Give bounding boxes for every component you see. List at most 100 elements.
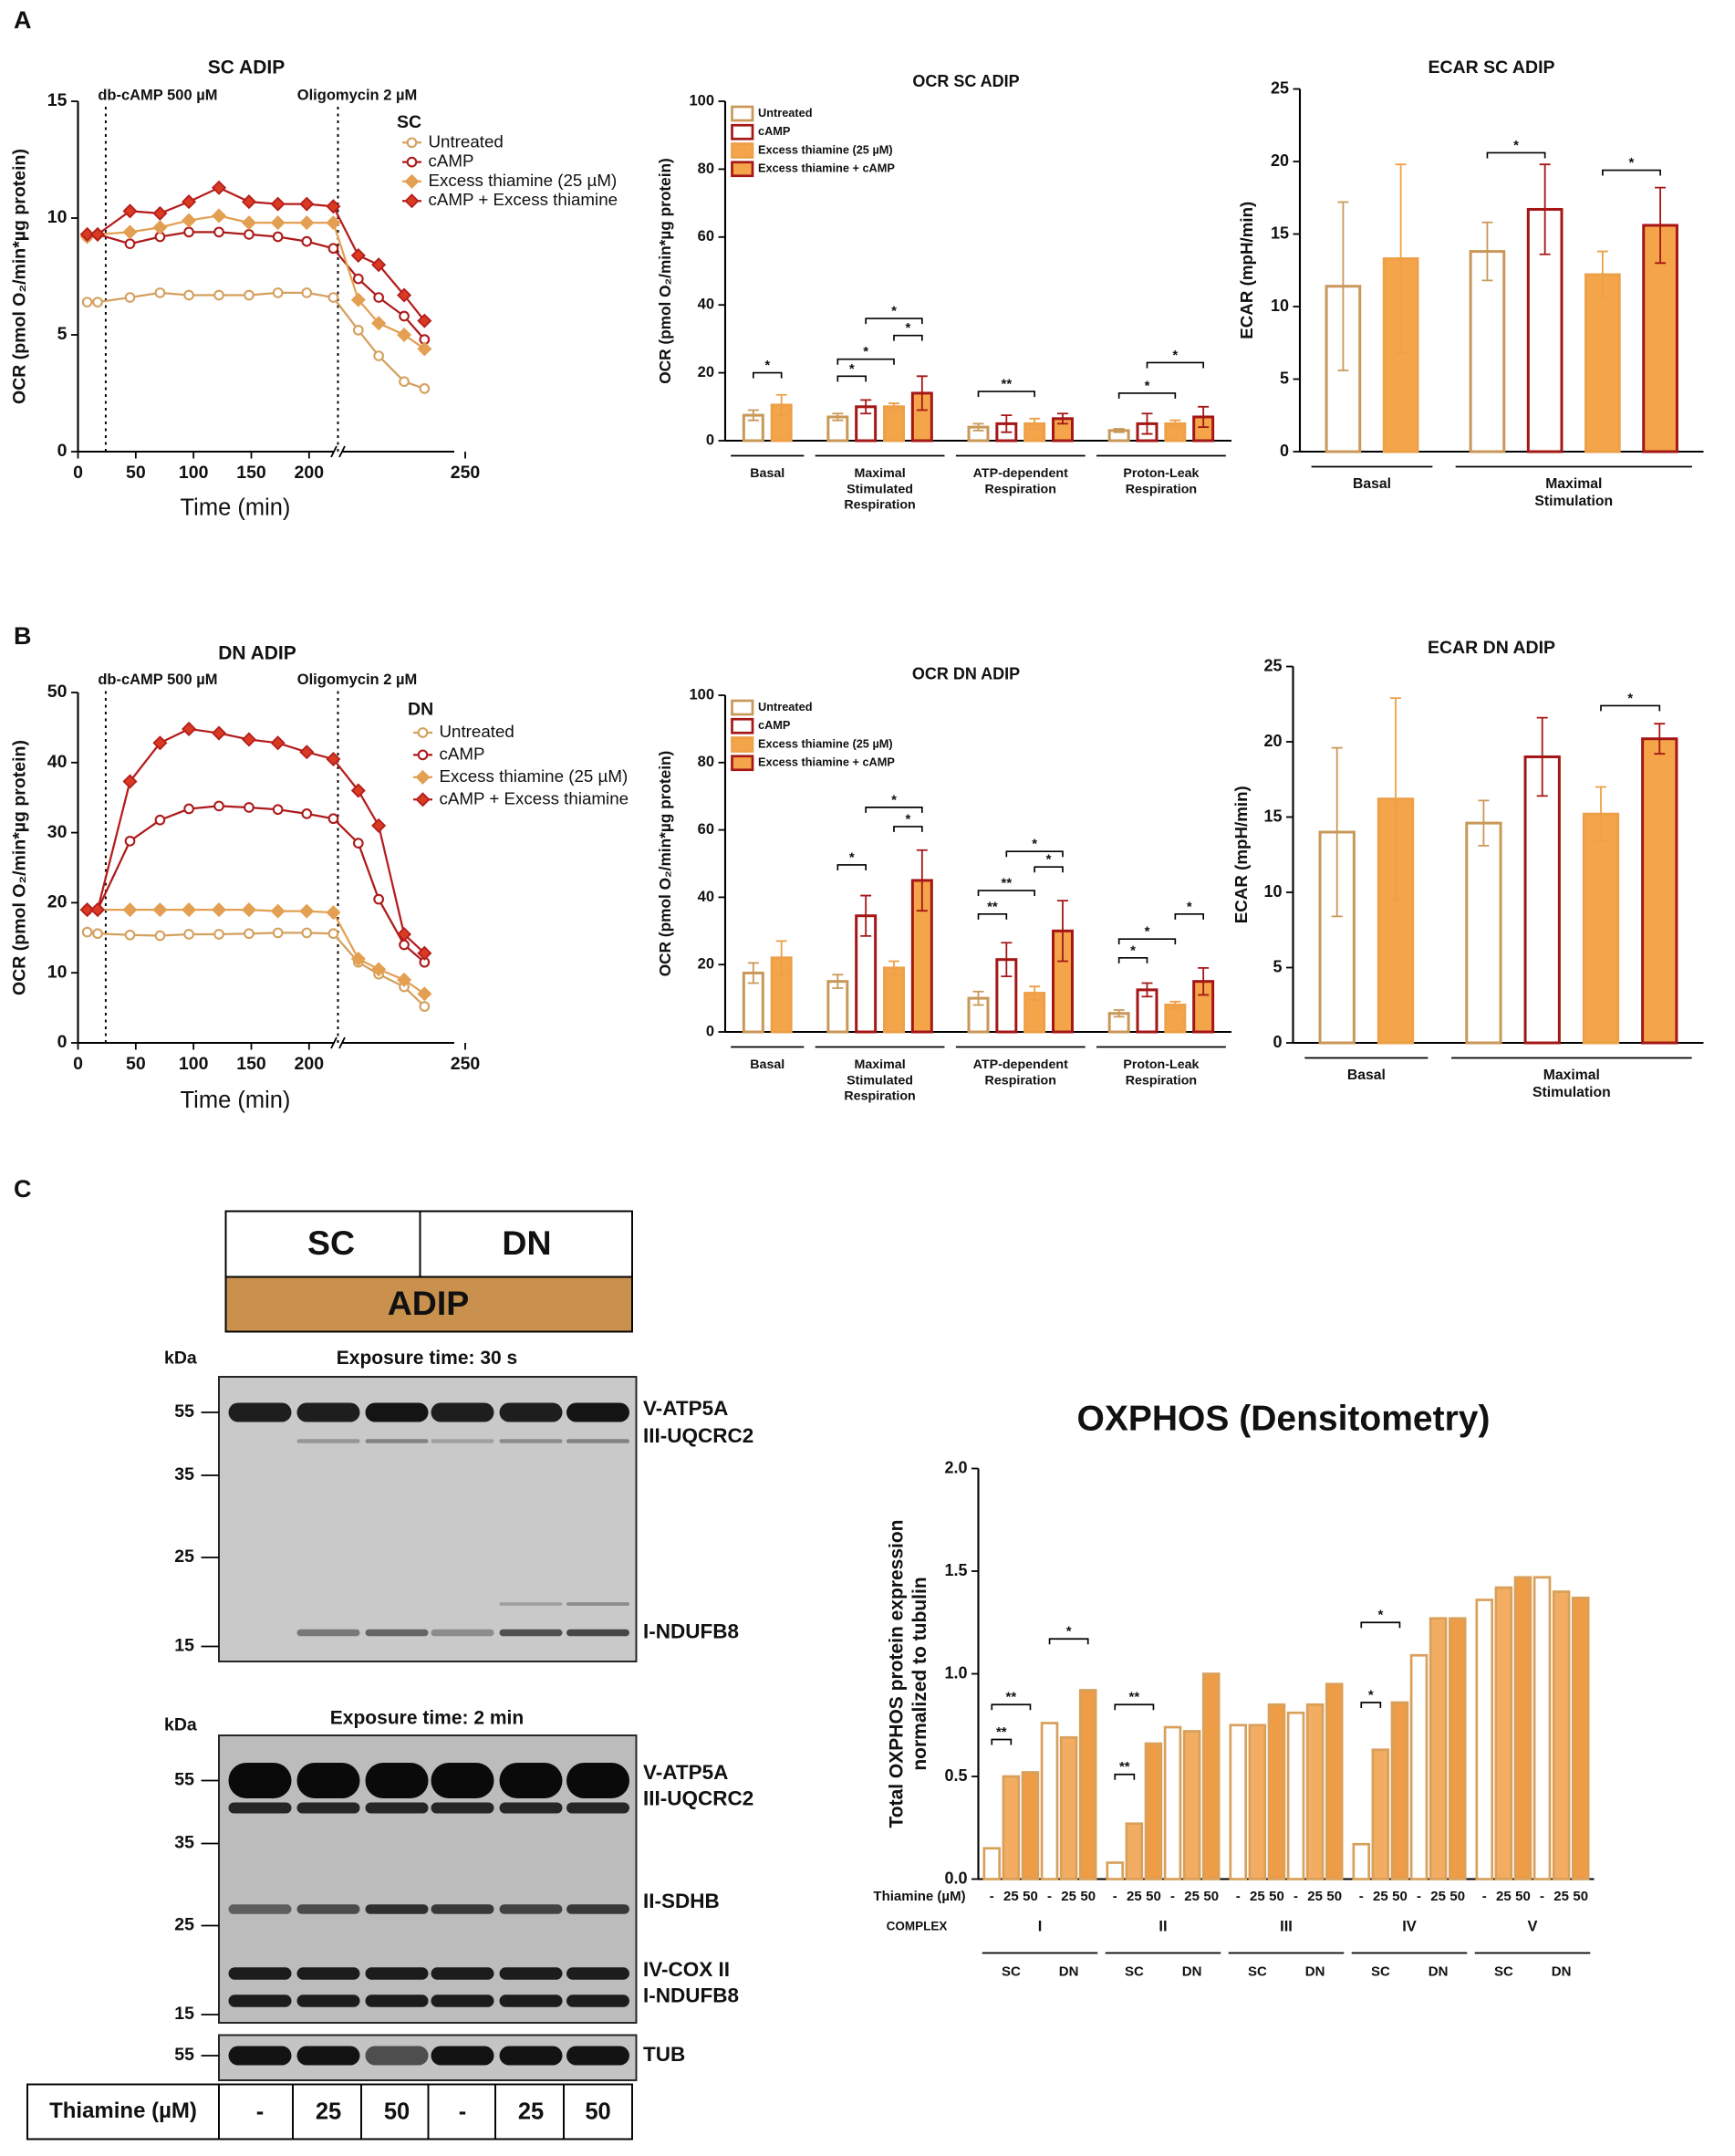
y-tick-label: 0 <box>57 441 68 461</box>
blot-marker-label: 25 <box>174 1547 194 1567</box>
marker <box>241 194 256 210</box>
marker <box>397 287 412 303</box>
marker <box>397 972 412 987</box>
error-bar <box>1113 1009 1125 1018</box>
x-tick-label: 250 <box>451 463 481 483</box>
blot-band <box>228 1904 292 1914</box>
marker <box>299 745 315 760</box>
legend-marker <box>415 769 431 785</box>
marker <box>272 287 284 298</box>
significance-bracket <box>1048 1638 1089 1645</box>
y-tick-label: 10 <box>1271 297 1289 315</box>
significance-label: ** <box>1006 1690 1017 1705</box>
error-bar <box>747 962 759 984</box>
legend-label: Untreated <box>758 106 813 120</box>
legend-marker <box>406 156 418 168</box>
category-label: ATP-dependent Respiration <box>973 466 1068 496</box>
marker <box>326 199 341 214</box>
marker <box>182 213 197 228</box>
marker <box>122 774 138 789</box>
chart-title: OCR SC ADIP <box>912 72 1019 90</box>
bar <box>883 966 905 1034</box>
y-axis-label: OCR (pmol O₂/min*µg protein) <box>10 740 30 995</box>
x-tick-label: 50 <box>126 463 146 483</box>
error-bar <box>1113 428 1125 433</box>
marker <box>397 926 412 942</box>
significance-bracket <box>1174 913 1204 920</box>
error-bar <box>1029 985 1041 1001</box>
marker <box>371 316 387 331</box>
category-label: Basal <box>1347 1068 1386 1083</box>
significance-bracket <box>1114 1703 1155 1711</box>
chart-title: ECAR SC ADIP <box>1428 57 1554 78</box>
legend-swatch <box>731 717 754 734</box>
significance-bracket <box>1146 361 1204 369</box>
y-tick-label: 100 <box>689 92 714 109</box>
blot-tissue-box <box>224 1276 633 1333</box>
chart-title: OCR DN ADIP <box>912 664 1020 682</box>
significance-label: * <box>1145 378 1150 393</box>
bar <box>1078 1689 1097 1880</box>
blot-marker-label: 55 <box>174 1770 194 1790</box>
blot-band <box>365 1802 429 1814</box>
y-tick-label: 0 <box>57 1032 68 1052</box>
blot-band <box>566 1904 629 1914</box>
blot-band-label: II-SDHB <box>643 1890 720 1912</box>
blot-band-label: IV-COX II <box>643 1958 730 1981</box>
bar <box>1125 1822 1144 1880</box>
significance-label: ** <box>996 1724 1007 1740</box>
marker <box>399 376 410 388</box>
marker <box>301 808 313 819</box>
blot-image <box>218 1376 638 1662</box>
significance-label: * <box>1046 852 1052 868</box>
significance-bracket <box>893 334 923 341</box>
marker <box>373 350 384 361</box>
y-axis-label: OCR (pmol O₂/min*µg protein) <box>656 158 674 384</box>
legend-label: cAMP + Excess thiamine <box>440 788 629 807</box>
y-tick-label: 20 <box>698 364 714 380</box>
marker <box>213 800 224 812</box>
y-axis-label: ECAR (mpH/min) <box>1237 202 1256 339</box>
bar <box>982 1847 1002 1880</box>
marker <box>124 292 136 303</box>
bar <box>1305 1703 1325 1880</box>
marker <box>212 902 227 918</box>
marker <box>241 215 256 231</box>
marker <box>152 220 168 235</box>
y-tick-label: 15 <box>1271 224 1289 242</box>
marker <box>327 928 339 940</box>
blot-band <box>499 1402 563 1422</box>
x-tick-label: 100 <box>179 1054 209 1074</box>
y-tick-label: 40 <box>698 889 714 905</box>
blot-band <box>365 1967 429 1980</box>
legend-label: Excess thiamine (25 µM) <box>429 171 618 190</box>
significance-bracket <box>991 1703 1032 1711</box>
dose-label: 25 <box>1127 1889 1142 1904</box>
bar <box>1040 1722 1059 1880</box>
marker <box>417 945 432 961</box>
error-bar <box>1478 799 1490 847</box>
significance-label: * <box>1130 943 1136 958</box>
significance-label: * <box>1187 899 1192 914</box>
error-bar <box>1169 419 1181 429</box>
y-tick-label: 25 <box>1263 656 1282 674</box>
marker <box>350 783 366 798</box>
marker <box>183 803 194 815</box>
significance-label: * <box>1629 155 1635 171</box>
error-bar <box>1337 201 1349 371</box>
marker <box>212 208 227 224</box>
category-label: II <box>1158 1918 1167 1934</box>
legend-swatch <box>731 142 754 159</box>
x-axis-label: Time (min) <box>181 495 291 521</box>
error-bar <box>1198 966 1210 996</box>
category-axis-label: COMPLEX <box>887 1920 948 1933</box>
dose-label: 25 <box>1430 1889 1446 1904</box>
marker <box>399 939 410 951</box>
marker <box>327 292 339 303</box>
blot-band <box>431 1439 494 1443</box>
dose-label: 50 <box>1392 1889 1408 1904</box>
marker <box>373 893 384 905</box>
significance-bracket <box>1117 938 1177 945</box>
marker <box>272 804 284 816</box>
significance-label: * <box>1368 1687 1374 1703</box>
